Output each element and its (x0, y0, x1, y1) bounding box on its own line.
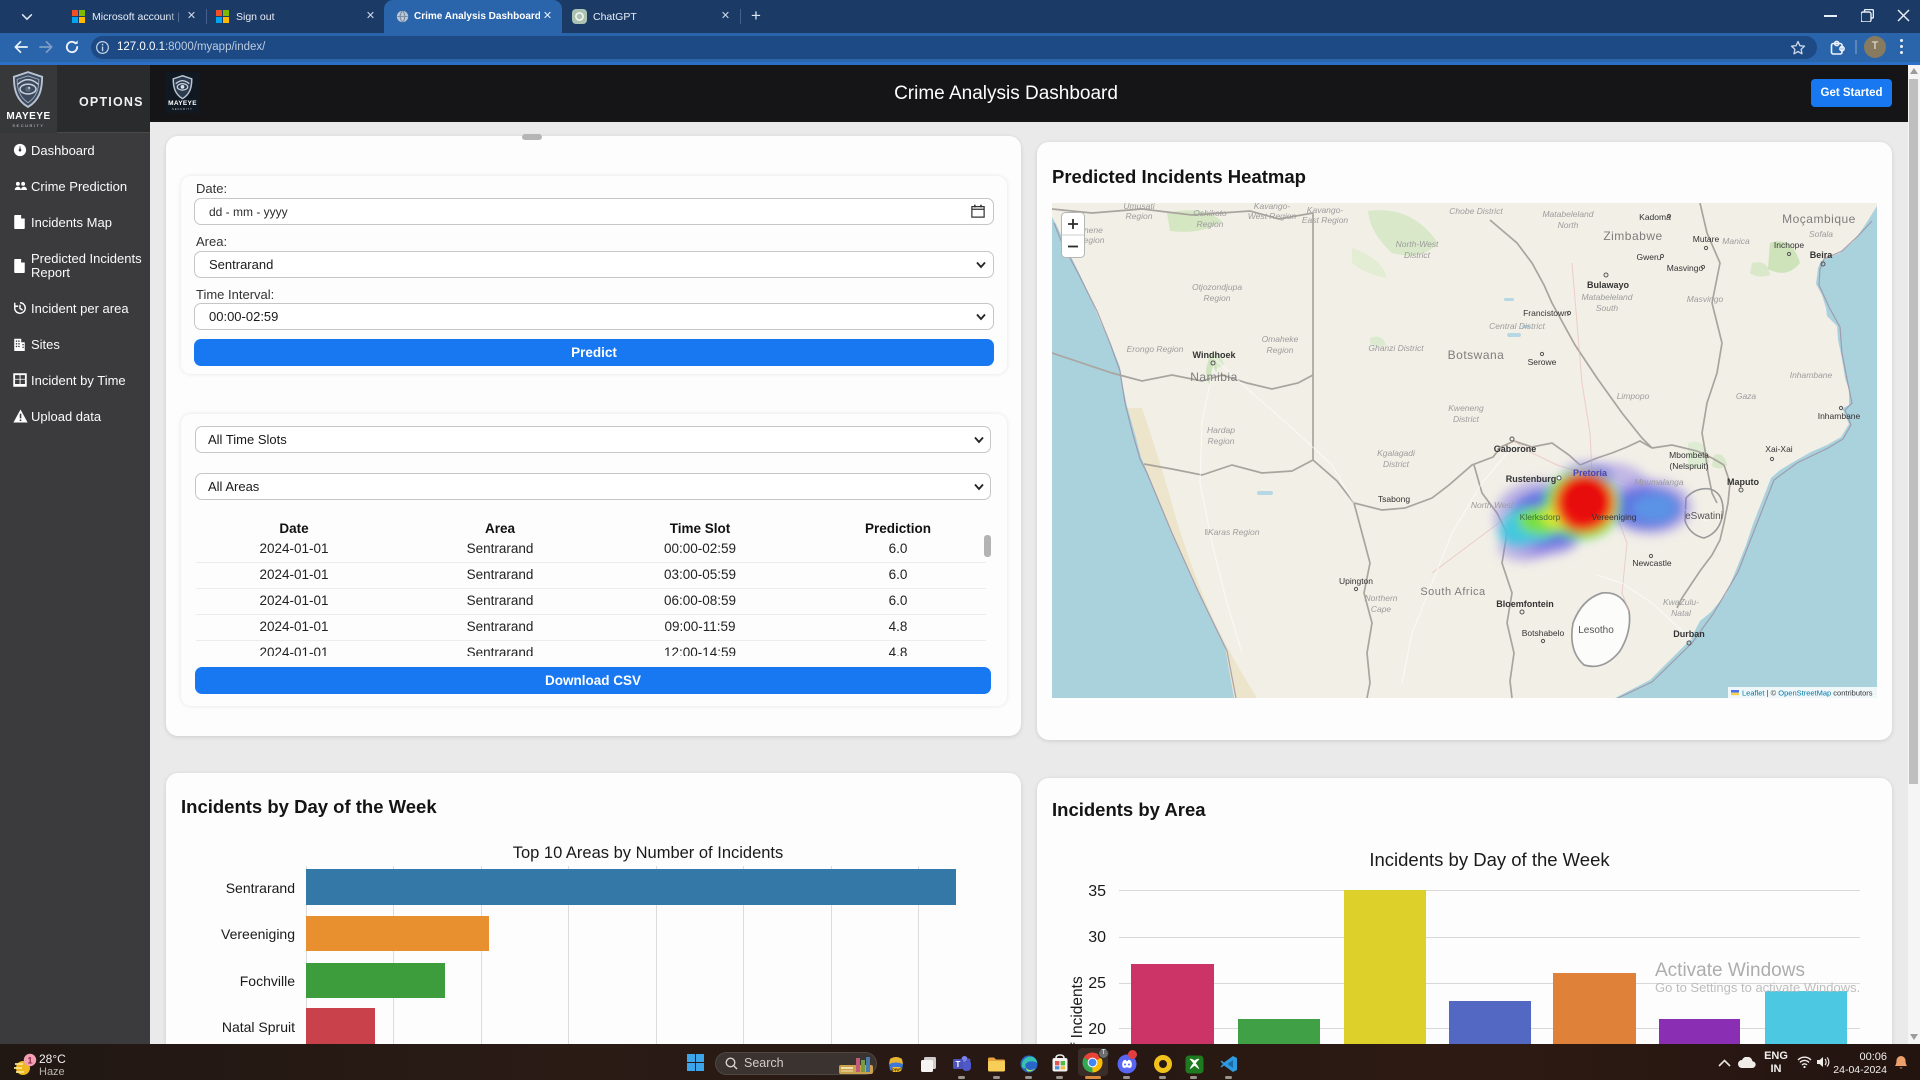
svg-text:Namibia: Namibia (1190, 370, 1238, 384)
svg-text:Francistown: Francistown (1523, 308, 1569, 318)
svg-text:1: 1 (27, 1056, 32, 1066)
svg-text:East Region: East Region (1302, 215, 1349, 225)
svg-text:Kavango-: Kavango- (1254, 203, 1291, 211)
svg-text:West Region: West Region (1248, 211, 1297, 221)
svg-text:Mbombela: Mbombela (1669, 450, 1709, 460)
svg-text:Region: Region (1078, 235, 1105, 245)
svg-text:Vereeniging: Vereeniging (1592, 512, 1637, 522)
svg-text:Kadoma: Kadoma (1639, 212, 1671, 222)
svg-text:Mpumalanga: Mpumalanga (1634, 477, 1683, 487)
svg-text:Oshikoto: Oshikoto (1193, 208, 1227, 218)
svg-text:Gaza: Gaza (1736, 391, 1757, 401)
svg-text:Limpopo: Limpopo (1617, 391, 1650, 401)
svg-text:Windhoek: Windhoek (1193, 350, 1237, 360)
svg-text:Ghanzi District: Ghanzi District (1368, 343, 1424, 353)
svg-text:Region: Region (1197, 219, 1224, 229)
svg-text:Xai-Xai: Xai-Xai (1765, 444, 1793, 454)
svg-text:Kavango-: Kavango- (1307, 205, 1344, 215)
svg-text:Botshabelo: Botshabelo (1522, 628, 1565, 638)
svg-text:‖Karas Region: ‖Karas Region (1204, 527, 1259, 537)
svg-text:Gweru: Gweru (1636, 252, 1661, 262)
svg-text:Hardap: Hardap (1207, 425, 1235, 435)
svg-text:Mutare: Mutare (1693, 234, 1720, 244)
svg-text:Beira: Beira (1810, 250, 1834, 260)
svg-text:Chobe District: Chobe District (1449, 206, 1503, 216)
svg-text:Sofala: Sofala (1809, 229, 1833, 239)
svg-text:Moçambique: Moçambique (1782, 212, 1856, 226)
svg-text:PRE: PRE (892, 1068, 901, 1073)
svg-text:Inhambane: Inhambane (1790, 370, 1833, 380)
svg-text:Upington: Upington (1339, 576, 1373, 586)
svg-text:North West: North West (1471, 500, 1514, 510)
svg-text:(Nelspruit): (Nelspruit) (1669, 461, 1708, 471)
svg-text:Bloemfontein: Bloemfontein (1496, 599, 1554, 609)
svg-text:Gaborone: Gaborone (1494, 444, 1537, 454)
svg-text:Manica: Manica (1722, 236, 1750, 246)
svg-text:eSwatini: eSwatini (1685, 511, 1723, 522)
svg-text:Maputo: Maputo (1727, 477, 1759, 487)
svg-text:Tsabong: Tsabong (1378, 494, 1410, 504)
svg-text:Matabeleland: Matabeleland (1581, 292, 1632, 302)
svg-text:South: South (1596, 303, 1618, 313)
svg-text:District: District (1404, 250, 1431, 260)
svg-text:Inchope: Inchope (1774, 240, 1805, 250)
svg-text:Masvingo: Masvingo (1687, 294, 1724, 304)
svg-text:Rustenburg: Rustenburg (1506, 474, 1557, 484)
svg-text:T: T (956, 1060, 961, 1069)
svg-text:Region: Region (1267, 345, 1294, 355)
svg-text:Region: Region (1126, 211, 1153, 221)
svg-text:District: District (1383, 459, 1410, 469)
svg-text:Region: Region (1204, 293, 1231, 303)
svg-text:Erongo Region: Erongo Region (1127, 344, 1184, 354)
svg-text:unene: unene (1079, 225, 1103, 235)
svg-text:Northern: Northern (1364, 593, 1397, 603)
svg-text:Kweneng: Kweneng (1448, 403, 1484, 413)
svg-text:North: North (1558, 220, 1579, 230)
svg-text:Region: Region (1208, 436, 1235, 446)
svg-text:KwaZulu-: KwaZulu- (1663, 597, 1699, 607)
svg-text:Pretoria: Pretoria (1573, 468, 1608, 478)
svg-text:Inhambane: Inhambane (1818, 411, 1861, 421)
svg-text:Serowe: Serowe (1528, 357, 1557, 367)
svg-text:Lesotho: Lesotho (1578, 625, 1614, 636)
svg-text:Masvingo: Masvingo (1667, 263, 1704, 273)
svg-text:Natal: Natal (1671, 608, 1692, 618)
svg-text:North-West: North-West (1396, 239, 1439, 249)
svg-text:Otjozondjupa: Otjozondjupa (1192, 282, 1242, 292)
svg-text:South Africa: South Africa (1420, 586, 1486, 598)
svg-text:Durban: Durban (1673, 629, 1705, 639)
svg-text:Kgalagadi: Kgalagadi (1377, 448, 1416, 458)
svg-text:Klerksdorp: Klerksdorp (1520, 512, 1561, 522)
svg-text:Bulawayo: Bulawayo (1587, 280, 1630, 290)
svg-text:Central District: Central District (1489, 321, 1545, 331)
svg-text:District: District (1453, 414, 1480, 424)
svg-text:Matabeleland: Matabeleland (1542, 209, 1593, 219)
svg-text:Botswana: Botswana (1448, 348, 1505, 362)
svg-text:Cape: Cape (1371, 604, 1392, 614)
svg-text:Newcastle: Newcastle (1632, 558, 1671, 568)
svg-text:Leaflet | © OpenStreetMap cont: Leaflet | © OpenStreetMap contributors (1742, 689, 1873, 698)
svg-text:Zimbabwe: Zimbabwe (1603, 229, 1662, 243)
svg-text:Umusati: Umusati (1123, 203, 1155, 211)
svg-text:Omaheke: Omaheke (1262, 334, 1299, 344)
